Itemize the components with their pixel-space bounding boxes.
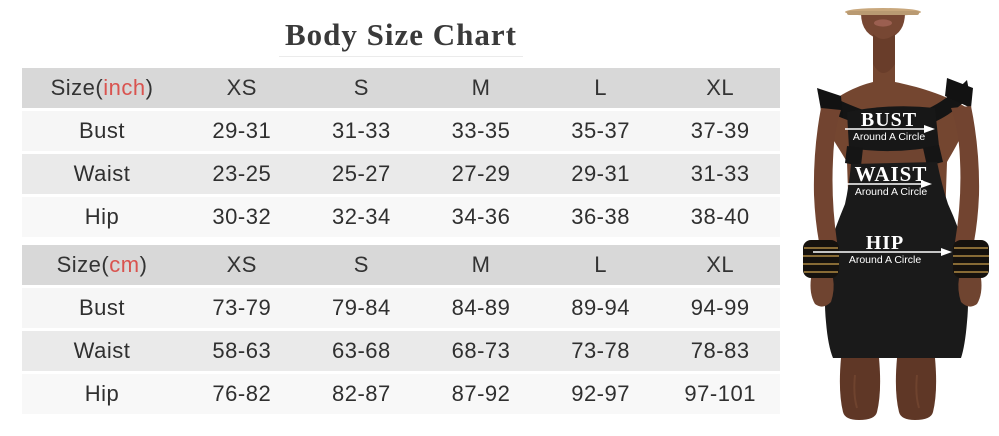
waist-measure: WAIST Around A Circle <box>841 162 932 198</box>
size-column-header: XS <box>226 252 257 277</box>
unit-name: cm <box>109 252 140 277</box>
bust-subtitle: Around A Circle <box>853 131 926 143</box>
lips <box>874 19 892 27</box>
size-value-cell: 29-31 <box>571 161 630 186</box>
size-value-cell: 27-29 <box>451 161 511 186</box>
size-column-header: S <box>353 75 369 100</box>
size-value-cell: 84-89 <box>451 295 511 320</box>
page-title: Body Size Chart <box>22 16 780 57</box>
left-bracelet <box>803 240 839 278</box>
size-table-cm-header-row: Size(cm) XS S M L XL <box>22 245 780 285</box>
size-column-header: M <box>471 75 491 100</box>
size-column-header: L <box>594 252 607 277</box>
left-hand <box>810 278 834 307</box>
size-table-cm: Size(cm) XS S M L XL Bust 73-79 79-84 84… <box>22 245 780 417</box>
size-value-cell: 73-78 <box>571 338 630 363</box>
size-value-cell: 82-87 <box>332 381 391 406</box>
unit-prefix: Size( <box>56 252 110 277</box>
model-photo: BUST Around A Circle WAIST Around A Circ… <box>795 0 999 436</box>
size-value-cell: 89-94 <box>571 295 630 320</box>
hip-subtitle: Around A Circle <box>849 254 922 266</box>
size-value-cell: 33-35 <box>451 118 511 143</box>
size-value-cell: 35-37 <box>571 118 630 143</box>
right-arm <box>951 106 980 242</box>
hat-brim-edge <box>847 11 919 15</box>
neck <box>873 34 895 78</box>
unit-suffix: ) <box>139 252 148 277</box>
bust-measure: BUST Around A Circle <box>845 109 935 143</box>
unit-suffix: ) <box>145 75 154 100</box>
row-label: Waist <box>73 338 131 363</box>
right-bracelet <box>953 240 989 278</box>
size-value-cell: 94-99 <box>690 295 750 320</box>
size-value-cell: 68-73 <box>451 338 511 363</box>
size-value-cell: 31-33 <box>332 118 391 143</box>
left-arm <box>813 108 841 242</box>
waist-arrow-icon <box>921 180 932 188</box>
right-hand <box>958 278 982 307</box>
size-value-cell: 32-34 <box>332 204 391 229</box>
dress-right-strap <box>923 145 943 166</box>
hip-arrow-icon <box>941 248 952 256</box>
row-label: Bust <box>78 295 126 320</box>
row-label: Hip <box>84 381 120 406</box>
size-value-cell: 37-39 <box>690 118 750 143</box>
size-value-cell: 76-82 <box>212 381 272 406</box>
size-table-inch: Size(inch) XS S M L XL Bust 29-31 31-33 … <box>22 68 780 240</box>
waist-label: WAIST <box>855 162 928 186</box>
dress-left-strap <box>845 146 863 166</box>
bust-arrow-icon <box>924 125 935 133</box>
size-value-cell: 78-83 <box>690 338 750 363</box>
size-unit-cell: Size(inch) <box>22 75 182 101</box>
size-value-cell: 97-101 <box>684 381 756 406</box>
left-leg <box>839 358 881 420</box>
size-row-waist: Waist 23-25 25-27 27-29 29-31 31-33 <box>22 154 780 194</box>
size-value-cell: 92-97 <box>571 381 630 406</box>
size-value-cell: 73-79 <box>212 295 272 320</box>
size-value-cell: 29-31 <box>212 118 272 143</box>
size-value-cell: 87-92 <box>451 381 511 406</box>
size-table-inch-header-row: Size(inch) XS S M L XL <box>22 68 780 108</box>
size-column-header: M <box>471 252 491 277</box>
bust-label: BUST <box>861 109 917 131</box>
size-row-waist: Waist 58-63 63-68 68-73 73-78 78-83 <box>22 331 780 371</box>
leg-highlights <box>853 374 920 409</box>
size-column-header: XS <box>226 75 257 100</box>
size-value-cell: 38-40 <box>690 204 750 229</box>
size-column-header: XL <box>706 252 735 277</box>
size-value-cell: 23-25 <box>212 161 272 186</box>
hip-label: HIP <box>866 232 905 254</box>
model-illustration: BUST Around A Circle WAIST Around A Circ… <box>803 8 989 420</box>
size-value-cell: 34-36 <box>451 204 511 229</box>
size-value-cell: 63-68 <box>332 338 391 363</box>
size-row-hip: Hip 76-82 82-87 87-92 92-97 97-101 <box>22 374 780 414</box>
size-value-cell: 30-32 <box>212 204 272 229</box>
size-value-cell: 36-38 <box>571 204 630 229</box>
size-value-cell: 58-63 <box>212 338 272 363</box>
size-column-header: S <box>353 252 369 277</box>
size-value-cell: 31-33 <box>690 161 750 186</box>
row-label: Hip <box>84 204 120 229</box>
unit-name: inch <box>103 75 146 100</box>
size-value-cell: 79-84 <box>332 295 391 320</box>
size-row-bust: Bust 73-79 79-84 84-89 89-94 94-99 <box>22 288 780 328</box>
size-column-header: XL <box>706 75 735 100</box>
page-title-text: Body Size Chart <box>279 17 523 57</box>
size-value-cell: 25-27 <box>332 161 391 186</box>
waist-subtitle: Around A Circle <box>855 186 928 198</box>
row-label: Bust <box>78 118 126 143</box>
size-column-header: L <box>594 75 607 100</box>
dress-right-arm-band <box>945 78 973 108</box>
hip-measure: HIP Around A Circle <box>813 232 952 266</box>
unit-prefix: Size( <box>50 75 104 100</box>
dress-skirt <box>824 162 969 358</box>
row-label: Waist <box>73 161 131 186</box>
size-row-bust: Bust 29-31 31-33 33-35 35-37 37-39 <box>22 111 780 151</box>
size-unit-cell: Size(cm) <box>22 252 182 278</box>
size-row-hip: Hip 30-32 32-34 34-36 36-38 38-40 <box>22 197 780 237</box>
